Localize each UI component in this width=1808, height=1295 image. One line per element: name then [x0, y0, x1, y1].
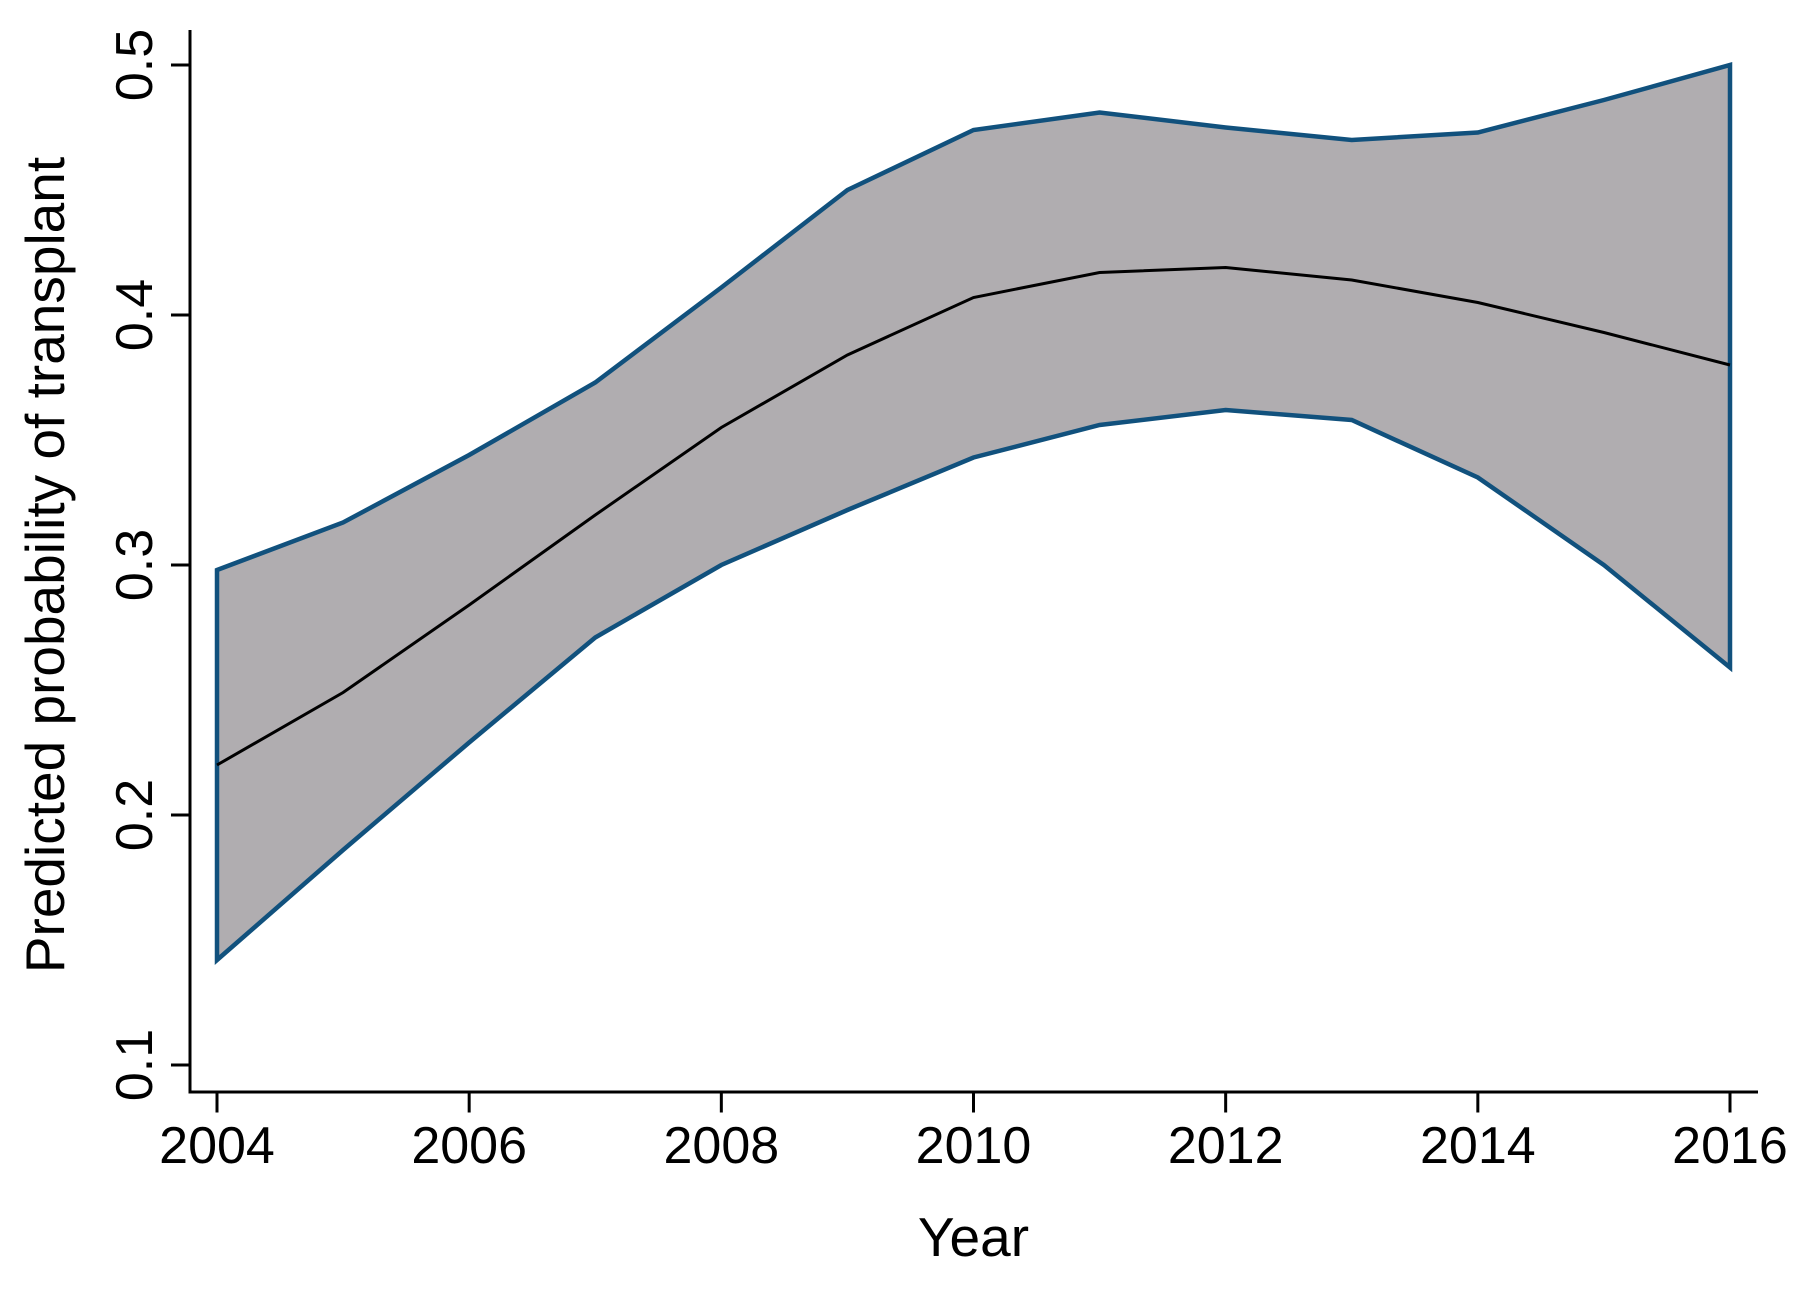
- y-axis-title: Predicted probability of transplant: [14, 157, 76, 973]
- ci-band-polygon: [214, 62, 1733, 965]
- y-tick-label: 0.3: [106, 529, 164, 601]
- y-tick-label: 0.5: [106, 29, 164, 101]
- x-tick-label: 2014: [1420, 1117, 1536, 1175]
- y-tick-label: 0.4: [106, 279, 164, 351]
- x-tick-label: 2008: [663, 1117, 779, 1175]
- x-tick-label: 2012: [1168, 1117, 1284, 1175]
- y-axis-ticks: [171, 63, 190, 1067]
- x-tick-label: 2004: [159, 1117, 275, 1175]
- y-axis-tick-labels: 0.1 0.2 0.3 0.4 0.5: [106, 29, 164, 1101]
- x-axis-ticks: [215, 1093, 1732, 1113]
- y-tick-label: 0.2: [106, 779, 164, 851]
- prediction-line: [216, 265, 1731, 767]
- x-tick-label: 2010: [916, 1117, 1032, 1175]
- x-tick-label: 2016: [1672, 1117, 1788, 1175]
- x-tick-label: 2006: [411, 1117, 527, 1175]
- y-tick-label: 0.1: [106, 1029, 164, 1101]
- x-axis-title: Year: [918, 1206, 1029, 1268]
- x-axis-tick-labels: 2004 2006 2008 2010 2012 2014 2016: [159, 1117, 1788, 1175]
